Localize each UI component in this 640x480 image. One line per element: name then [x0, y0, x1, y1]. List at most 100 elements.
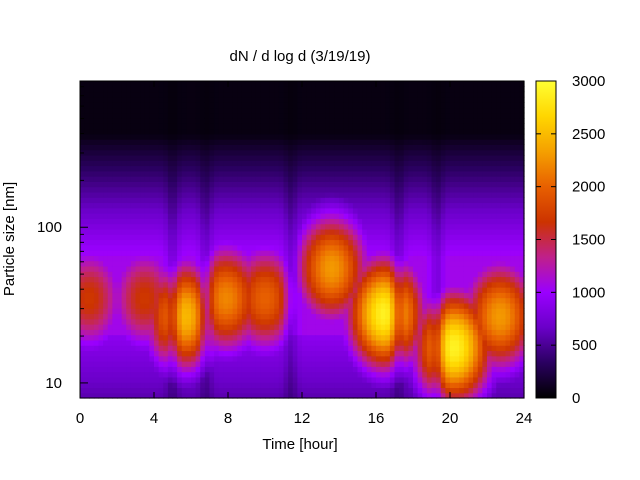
heatmap-cell: [98, 265, 104, 272]
heatmap-cell: [112, 112, 118, 119]
heatmap-cell: [371, 197, 377, 204]
heatmap-cell: [376, 112, 382, 119]
heatmap-cell: [163, 308, 169, 315]
heatmap-cell: [454, 324, 460, 330]
heatmap-cell: [422, 260, 428, 267]
heatmap-cell: [362, 355, 368, 362]
heatmap-cell: [135, 133, 141, 140]
heatmap-cell: [93, 361, 100, 367]
heatmap-cell: [339, 181, 345, 188]
heatmap-cell: [302, 355, 308, 362]
heatmap-cell: [292, 239, 298, 246]
heatmap-cell: [389, 250, 396, 256]
heatmap-cell: [385, 123, 391, 130]
heatmap-cell: [269, 265, 275, 272]
heatmap-cell: [204, 324, 211, 330]
heatmap-cell: [315, 239, 322, 246]
heatmap-cell: [223, 165, 229, 172]
heatmap-cell: [380, 228, 386, 235]
heatmap-cell: [417, 271, 423, 278]
heatmap-cell: [117, 144, 123, 151]
heatmap-cell: [440, 165, 446, 172]
heatmap-cell: [167, 239, 174, 246]
heatmap-cell: [315, 287, 322, 293]
heatmap-cell: [403, 250, 409, 256]
heatmap-cell: [399, 144, 405, 151]
heatmap-cell: [177, 223, 183, 230]
heatmap-cell: [209, 149, 215, 156]
heatmap-cell: [459, 260, 465, 267]
heatmap-cell: [89, 81, 95, 87]
heatmap-cell: [186, 387, 192, 394]
heatmap-cell: [463, 361, 470, 367]
heatmap-cell: [140, 228, 146, 235]
heatmap-cell: [389, 308, 396, 315]
heatmap-cell: [422, 112, 428, 119]
heatmap-cell: [154, 149, 160, 156]
heatmap-cell: [186, 165, 192, 172]
heatmap-cell: [80, 213, 86, 219]
heatmap-cell: [394, 255, 400, 262]
heatmap-cell: [149, 339, 155, 346]
heatmap-cell: [241, 339, 248, 346]
heatmap-cell: [459, 313, 465, 320]
heatmap-cell: [334, 297, 340, 304]
heatmap-cell: [417, 213, 423, 219]
heatmap-cell: [214, 329, 220, 336]
heatmap-cell: [431, 308, 437, 315]
heatmap-cell: [408, 339, 414, 346]
heatmap-cell: [450, 160, 456, 167]
heatmap-cell: [144, 223, 150, 230]
heatmap-cell: [315, 313, 322, 320]
heatmap-cell: [195, 339, 201, 346]
heatmap-cell: [306, 255, 312, 262]
heatmap-cell: [413, 133, 419, 140]
heatmap-cell: [255, 292, 261, 299]
heatmap-cell: [445, 260, 451, 267]
heatmap-cell: [334, 287, 340, 293]
heatmap-cell: [394, 218, 400, 225]
heatmap-cell: [408, 139, 414, 145]
heatmap-cell: [107, 339, 113, 346]
heatmap-cell: [422, 318, 428, 325]
heatmap-cell: [265, 382, 271, 389]
heatmap-cell: [329, 107, 335, 114]
heatmap-cell: [246, 265, 252, 272]
heatmap-cell: [218, 170, 224, 177]
heatmap-cell: [422, 133, 428, 140]
heatmap-cell: [135, 350, 141, 357]
heatmap-cell: [209, 339, 215, 346]
heatmap-cell: [98, 144, 104, 151]
heatmap-cell: [117, 387, 123, 394]
heatmap-cell: [426, 218, 433, 225]
heatmap-cell: [352, 250, 359, 256]
heatmap-cell: [223, 228, 229, 235]
heatmap-cell: [431, 239, 437, 246]
heatmap-cell: [209, 181, 215, 188]
heatmap-cell: [93, 96, 100, 103]
heatmap-cell: [214, 350, 220, 357]
heatmap-cell: [413, 123, 419, 130]
heatmap-cell: [343, 382, 349, 389]
heatmap-cell: [436, 128, 442, 135]
heatmap-cell: [399, 292, 405, 299]
heatmap-cell: [385, 276, 391, 283]
heatmap-cell: [288, 234, 294, 241]
heatmap-cell: [172, 123, 178, 130]
heatmap-cell: [214, 133, 220, 140]
heatmap-cell: [172, 308, 178, 315]
heatmap-cell: [454, 334, 460, 341]
heatmap-cell: [98, 139, 104, 145]
heatmap-cell: [154, 160, 160, 167]
heatmap-cell: [140, 213, 146, 219]
heatmap-cell: [228, 287, 234, 293]
heatmap-cell: [302, 308, 308, 315]
heatmap-cell: [445, 387, 451, 394]
heatmap-cell: [408, 96, 414, 103]
heatmap-cell: [98, 160, 104, 167]
heatmap-cell: [112, 165, 118, 172]
heatmap-cell: [343, 265, 349, 272]
heatmap-cell: [163, 281, 169, 288]
heatmap-cell: [380, 366, 386, 373]
heatmap-cell: [315, 107, 322, 114]
